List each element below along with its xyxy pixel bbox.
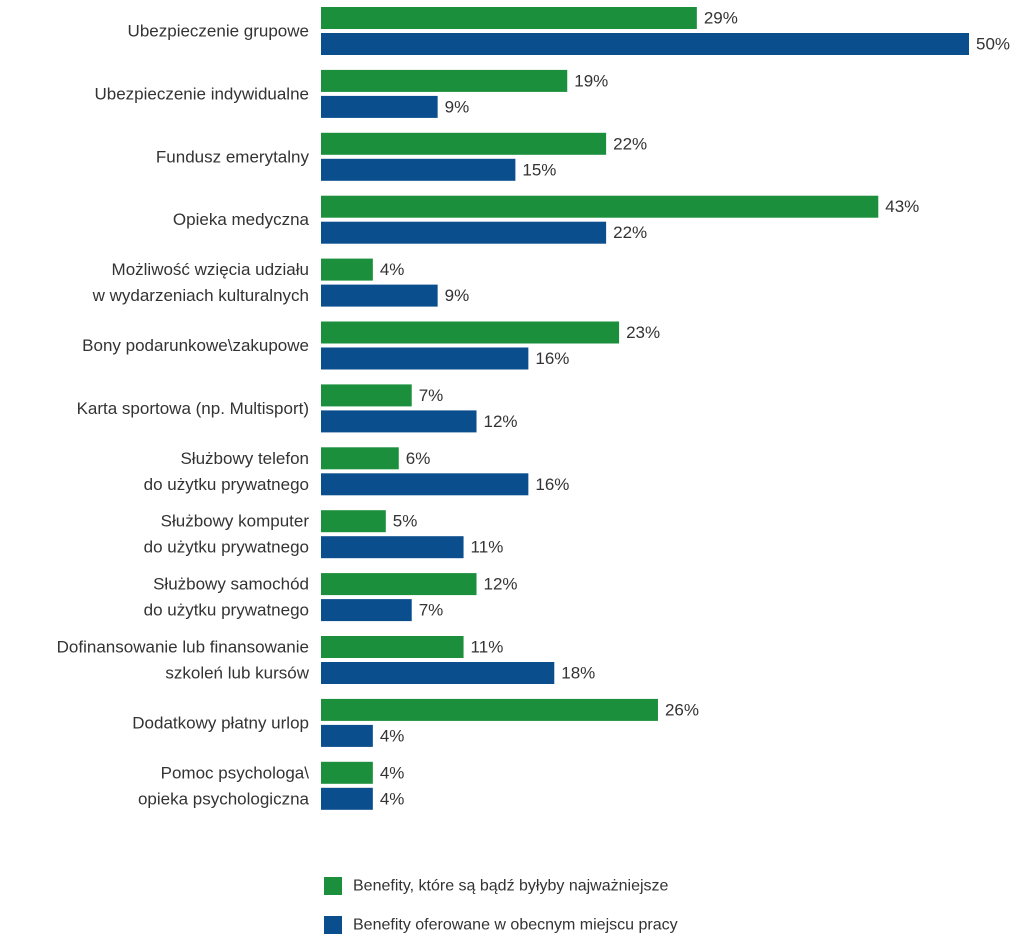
bar-s1-7 (321, 384, 412, 407)
category-label-4: Opieka medyczna (173, 210, 310, 229)
bar-s2-10 (321, 599, 412, 622)
value-label-s2-1: 50% (976, 35, 1010, 54)
bar-s2-8 (321, 473, 529, 496)
value-label-s1-13: 4% (380, 763, 405, 782)
legend-swatch-2 (324, 916, 342, 934)
legend-label-1: Benefity, które są bądź byłyby najważnie… (353, 878, 669, 895)
value-label-s1-8: 6% (406, 449, 431, 468)
bar-s1-6 (321, 321, 620, 344)
value-label-s2-5: 9% (445, 286, 470, 305)
category-label-10-line1: Służbowy samochód (153, 575, 309, 594)
value-label-s1-2: 19% (574, 71, 608, 90)
bar-s1-4 (321, 195, 879, 218)
value-label-s2-3: 15% (522, 160, 556, 179)
category-label-6: Bony podarunkowe\zakupowe (82, 336, 309, 355)
value-label-s1-10: 12% (484, 575, 518, 594)
bar-s1-13 (321, 761, 373, 784)
value-label-s1-7: 7% (419, 386, 444, 405)
bar-s2-2 (321, 95, 438, 118)
bar-s1-3 (321, 132, 607, 155)
category-label-2: Ubezpieczenie indywidualne (94, 84, 309, 103)
bar-s2-6 (321, 347, 529, 370)
legend-swatch-1 (324, 877, 342, 895)
category-label-3: Fundusz emerytalny (156, 147, 310, 166)
legend: Benefity, które są bądź byłyby najważnie… (324, 877, 678, 934)
bar-s1-9 (321, 510, 386, 533)
bar-s1-10 (321, 573, 477, 596)
value-labels: 29% 50% 19% 9% 22% 15% 43% 22% 4% 9% 23% 16% 7% 12% 6%… (380, 9, 1010, 809)
value-label-s2-11: 18% (561, 664, 595, 683)
bars-group (321, 7, 969, 810)
value-label-s2-7: 12% (484, 412, 518, 431)
value-label-s1-12: 26% (665, 700, 699, 719)
value-label-s1-11: 11% (471, 638, 504, 657)
bar-s2-3 (321, 158, 516, 181)
bar-s2-13 (321, 787, 373, 810)
value-label-s2-2: 9% (445, 97, 470, 116)
value-label-s2-6: 16% (535, 349, 569, 368)
category-label-9-line1: Służbowy komputer (161, 512, 310, 531)
value-label-s2-9: 11% (471, 538, 504, 557)
bar-s1-8 (321, 447, 399, 470)
bar-s1-2 (321, 69, 568, 92)
legend-label-2: Benefity oferowane w obecnym miejscu pra… (353, 917, 678, 934)
bar-s1-5 (321, 258, 373, 281)
value-label-s1-1: 29% (704, 9, 738, 28)
bar-s2-11 (321, 662, 555, 684)
category-label-1: Ubezpieczenie grupowe (128, 22, 309, 41)
category-label-8-line1: Służbowy telefon (180, 449, 309, 468)
bar-s2-5 (321, 284, 438, 307)
bar-s2-1 (321, 33, 969, 55)
category-label-11-line1: Dofinansowanie lub finansowanie (57, 638, 309, 657)
category-label-10-line2: do użytku prywatnego (144, 601, 309, 620)
category-label-13-line1: Pomoc psychologa\ (161, 763, 310, 782)
bar-s2-12 (321, 724, 373, 747)
bar-s2-4 (321, 221, 607, 244)
value-label-s1-3: 22% (613, 134, 647, 153)
bar-s1-12 (321, 698, 658, 721)
value-label-s1-4: 43% (885, 197, 919, 216)
bar-s1-1 (321, 7, 697, 29)
value-label-s1-5: 4% (380, 260, 405, 279)
category-label-7: Karta sportowa (np. Multisport) (77, 399, 309, 418)
category-label-9-line2: do użytku prywatnego (144, 538, 309, 557)
value-label-s2-13: 4% (380, 789, 405, 808)
value-label-s2-10: 7% (419, 601, 444, 620)
category-labels: Ubezpieczenie grupowe Ubezpieczenie indyw… (57, 22, 310, 809)
value-label-s2-12: 4% (380, 726, 405, 745)
category-label-12: Dodatkowy płatny urlop (132, 713, 309, 732)
category-label-8-line2: do użytku prywatnego (144, 475, 309, 494)
value-label-s2-8: 16% (535, 475, 569, 494)
value-label-s1-6: 23% (626, 323, 660, 342)
value-label-s2-4: 22% (613, 223, 647, 242)
category-label-5-line1: Możliwość wzięcia udziału (112, 260, 309, 279)
bar-s2-9 (321, 536, 464, 559)
category-label-11-line2: szkoleń lub kursów (165, 664, 309, 683)
category-label-5-line2: w wydarzeniach kulturalnych (92, 286, 309, 305)
bar-s1-11 (321, 636, 464, 658)
value-label-s1-9: 5% (393, 512, 418, 531)
category-label-13-line2: opieka psychologiczna (138, 789, 310, 808)
bar-s2-7 (321, 410, 477, 433)
